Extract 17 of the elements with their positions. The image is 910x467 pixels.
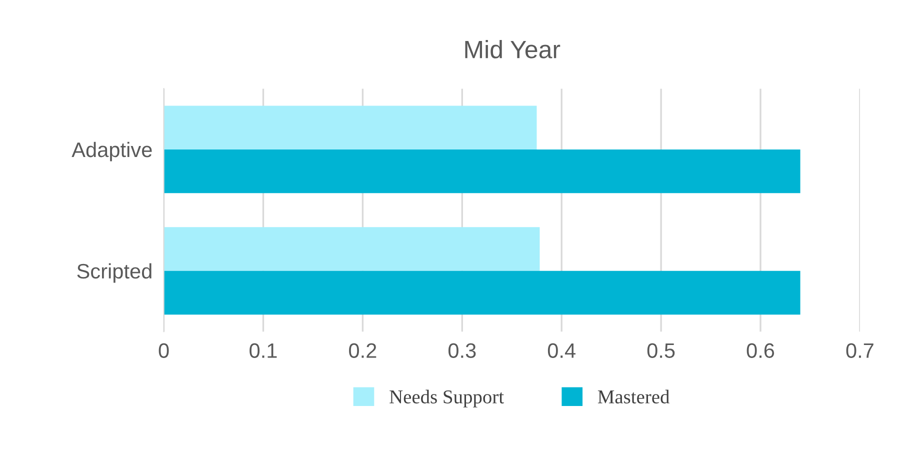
bar [164,227,540,271]
x-tick-label: 0.5 [647,343,675,358]
chart-title: Mid Year [465,40,560,58]
x-tick-label: 0.6 [746,343,774,358]
bar [164,149,800,194]
legend-label: Needs Support [390,390,504,408]
x-tick-label: 0.1 [250,343,277,358]
x-tick-label: 0.3 [448,343,476,358]
y-tick-label: Adaptive [72,142,152,162]
y-tick-label: Scripted [77,263,152,283]
bar [164,106,537,150]
x-tick-label: 0 [158,343,169,358]
bar [164,270,800,315]
x-tick-label: 0.2 [349,343,376,358]
x-tick-label: 0.4 [548,343,576,358]
legend-label: Mastered [598,390,670,404]
x-tick-label: 0.7 [846,343,874,358]
